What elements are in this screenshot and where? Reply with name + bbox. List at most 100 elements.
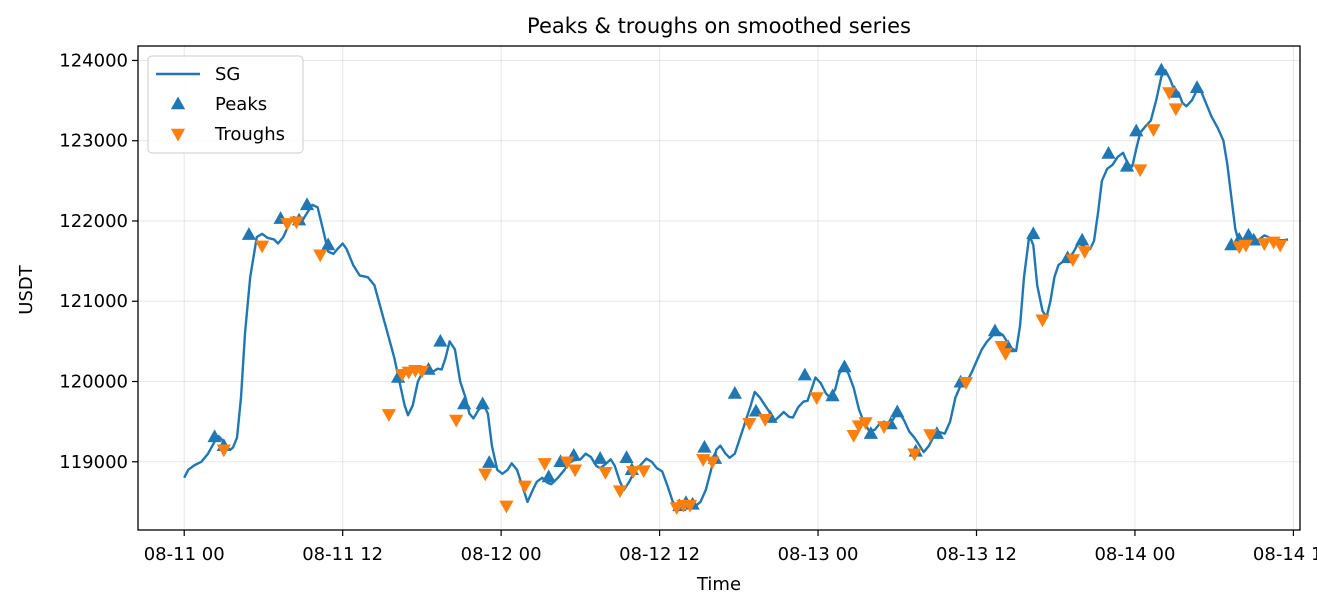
legend-label: Troughs [214, 124, 285, 145]
legend-marker-swatch [170, 96, 186, 110]
peak-marker [863, 426, 878, 439]
x-tick-label: 08-11 00 [144, 544, 225, 565]
x-tick-label: 08-14 12 [1253, 544, 1317, 565]
trough-marker [958, 377, 974, 390]
trough-marker [858, 417, 873, 430]
trough-marker [1162, 87, 1177, 101]
trough-marker [1238, 239, 1253, 253]
peak-marker [1189, 80, 1205, 93]
peak-marker [727, 386, 742, 399]
legend-marker-swatch [170, 128, 186, 142]
trough-marker [998, 348, 1013, 361]
trough-marker [705, 456, 720, 470]
trough-marker [923, 429, 938, 442]
legend-label: Peaks [215, 94, 267, 115]
peak-marker [1154, 62, 1169, 76]
series-markers [207, 62, 1288, 516]
x-tick-label: 08-11 12 [302, 544, 383, 565]
peak-marker [433, 333, 448, 347]
legend-box [147, 55, 304, 154]
sg-series-line [183, 68, 1289, 508]
trough-marker [449, 414, 464, 428]
trough-marker [1133, 164, 1148, 178]
series-lines [183, 68, 1289, 508]
peak-marker [1119, 158, 1135, 172]
trough-marker [1257, 238, 1272, 251]
y-tick-label: 124000 [59, 50, 128, 71]
peak-marker [890, 404, 905, 418]
trough-marker [682, 499, 698, 513]
y-tick-label: 123000 [59, 131, 128, 152]
trough-marker [626, 466, 641, 479]
peak-marker [1224, 237, 1239, 251]
peak-marker [825, 388, 840, 402]
peak-marker [748, 403, 764, 417]
peak-marker [1026, 226, 1041, 240]
trough-marker [1035, 314, 1050, 328]
trough-marker [567, 464, 583, 478]
trough-marker [1266, 236, 1281, 250]
trough-marker [280, 218, 295, 231]
y-tick-label: 119000 [59, 452, 128, 473]
peak-marker [321, 237, 336, 251]
x-tick-label: 08-14 00 [1094, 544, 1175, 565]
legend-label: SG [215, 64, 240, 85]
trough-marker [876, 421, 892, 434]
peak-marker [593, 451, 608, 464]
trough-marker [1168, 103, 1184, 117]
trough-marker [994, 340, 1009, 354]
peak-marker [1075, 232, 1090, 246]
trough-marker [1065, 254, 1081, 268]
trough-marker [381, 409, 397, 422]
y-axis-label: USDT [16, 264, 37, 314]
peak-marker [619, 450, 634, 464]
trough-marker [742, 417, 757, 431]
y-tick-label: 120000 [59, 372, 128, 393]
trough-marker [846, 430, 861, 443]
x-axis-label: Time [696, 574, 741, 595]
peak-marker [697, 439, 712, 453]
trough-marker [907, 448, 922, 462]
trough-marker [537, 458, 552, 471]
peak-marker [457, 396, 472, 410]
y-tick-label: 121000 [59, 291, 128, 312]
peak-marker [482, 455, 497, 468]
peak-marker [797, 367, 812, 381]
y-tick-label: 122000 [59, 211, 128, 232]
trough-marker [809, 392, 824, 406]
trough-marker [216, 444, 231, 458]
trough-marker [758, 413, 773, 427]
peak-marker [837, 359, 852, 373]
trough-marker [499, 500, 514, 514]
peak-marker [541, 469, 556, 483]
x-tick-label: 08-13 12 [936, 544, 1017, 565]
peak-marker [475, 396, 490, 410]
trough-marker [1077, 246, 1092, 259]
trough-marker [289, 216, 304, 230]
peak-marker [1129, 123, 1144, 137]
trough-marker [1273, 239, 1288, 253]
peak-marker [987, 323, 1003, 337]
trough-marker [1146, 124, 1161, 137]
trough-marker [636, 465, 651, 479]
trough-marker [478, 468, 493, 482]
trough-marker [313, 249, 328, 263]
peak-marker [207, 429, 222, 443]
chart-title: Peaks & troughs on smoothed series [527, 14, 911, 38]
peak-marker [299, 197, 315, 211]
trough-marker [414, 365, 430, 379]
x-tick-label: 08-12 00 [461, 544, 542, 565]
trough-marker [598, 466, 613, 480]
peak-marker [241, 227, 257, 240]
trough-marker [560, 456, 575, 470]
x-tick-label: 08-12 12 [619, 544, 700, 565]
peak-marker [1101, 146, 1116, 159]
plot-frame [137, 45, 1301, 531]
trough-marker [517, 480, 533, 494]
gridlines [138, 46, 1300, 530]
trough-marker [254, 240, 270, 254]
legend: SG Peaks Troughs [147, 55, 304, 154]
axes: 08-11 00 08-11 12 08-12 00 08-12 12 08-13 00… [59, 50, 1317, 565]
x-tick-label: 08-13 00 [778, 544, 859, 565]
